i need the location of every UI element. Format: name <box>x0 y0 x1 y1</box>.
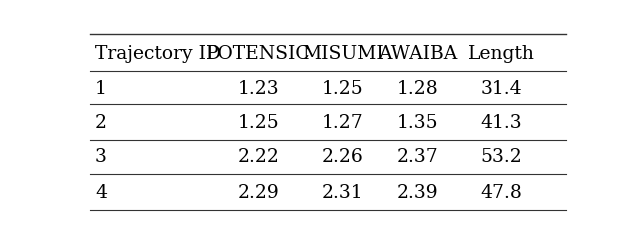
Text: 2.22: 2.22 <box>237 148 280 166</box>
Text: 4: 4 <box>95 184 107 202</box>
Text: 2.39: 2.39 <box>396 184 438 202</box>
Text: 2.29: 2.29 <box>237 184 280 202</box>
Text: 1.35: 1.35 <box>396 114 438 132</box>
Text: 1: 1 <box>95 81 107 98</box>
Text: AWAIBA: AWAIBA <box>378 45 457 63</box>
Text: 2: 2 <box>95 114 107 132</box>
Text: 1.25: 1.25 <box>237 114 280 132</box>
Text: 1.23: 1.23 <box>237 81 280 98</box>
Text: 1.28: 1.28 <box>396 81 438 98</box>
Text: Length: Length <box>468 45 535 63</box>
Text: 31.4: 31.4 <box>481 81 522 98</box>
Text: 1.27: 1.27 <box>322 114 364 132</box>
Text: 47.8: 47.8 <box>481 184 522 202</box>
Text: MISUMI: MISUMI <box>302 45 384 63</box>
Text: 3: 3 <box>95 148 107 166</box>
Text: 2.37: 2.37 <box>396 148 438 166</box>
Text: Trajectory ID: Trajectory ID <box>95 45 221 63</box>
Text: POTENSIC: POTENSIC <box>206 45 311 63</box>
Text: 1.25: 1.25 <box>322 81 364 98</box>
Text: 53.2: 53.2 <box>481 148 522 166</box>
Text: 41.3: 41.3 <box>481 114 522 132</box>
Text: 2.31: 2.31 <box>322 184 364 202</box>
Text: 2.26: 2.26 <box>322 148 364 166</box>
